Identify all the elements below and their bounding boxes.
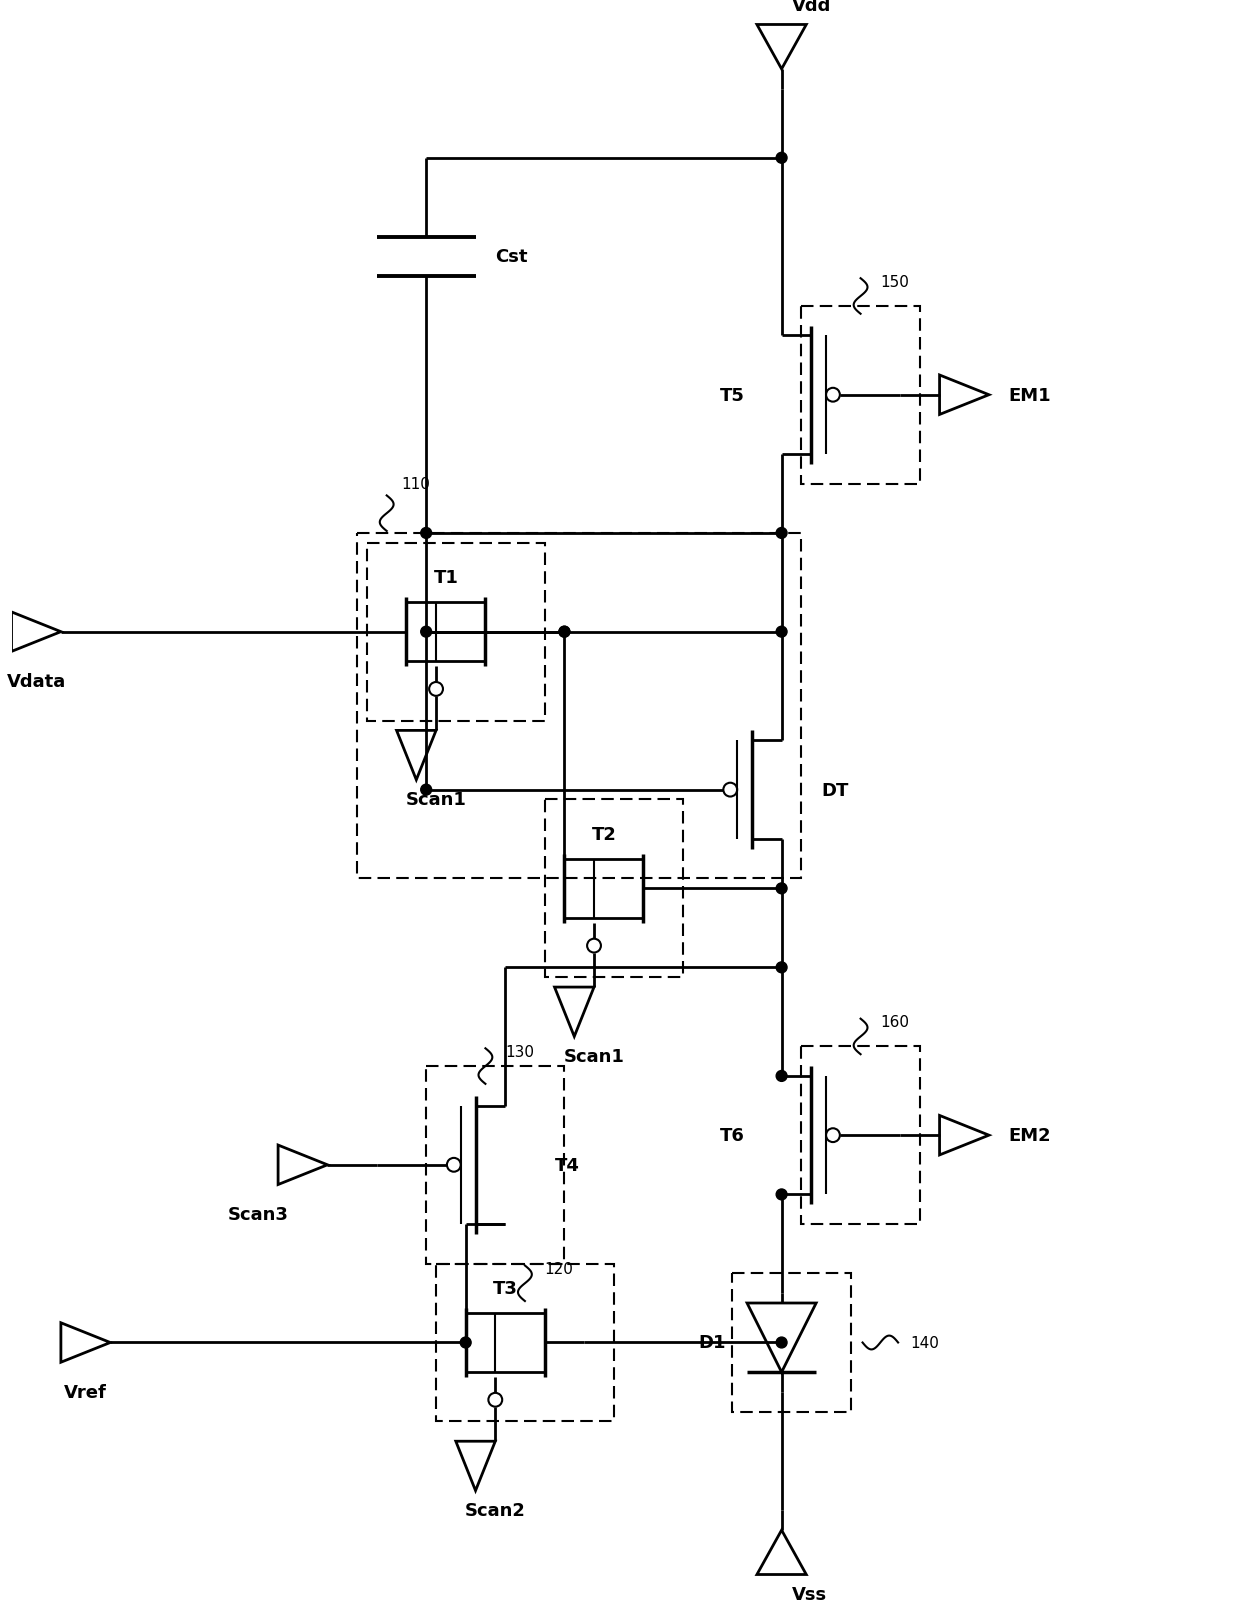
Text: 120: 120 — [544, 1261, 574, 1277]
Text: Cst: Cst — [495, 249, 528, 266]
Circle shape — [420, 626, 432, 638]
Circle shape — [776, 1070, 787, 1081]
Bar — [367, 544, 544, 721]
Circle shape — [776, 962, 787, 973]
Text: 110: 110 — [402, 476, 430, 492]
Bar — [436, 1264, 614, 1422]
Circle shape — [776, 153, 787, 165]
Text: Scan1: Scan1 — [564, 1047, 625, 1065]
Text: 140: 140 — [910, 1335, 939, 1351]
Text: Vref: Vref — [64, 1383, 107, 1401]
Text: Scan2: Scan2 — [465, 1501, 526, 1519]
Circle shape — [776, 626, 787, 638]
Text: EM2: EM2 — [1008, 1127, 1052, 1144]
Circle shape — [559, 626, 570, 638]
Bar — [801, 307, 920, 484]
Text: Scan3: Scan3 — [228, 1206, 289, 1223]
Bar — [733, 1273, 851, 1412]
Text: T4: T4 — [554, 1156, 579, 1173]
Bar — [427, 1067, 564, 1264]
Text: T1: T1 — [434, 570, 459, 587]
Circle shape — [776, 1338, 787, 1348]
Text: EM1: EM1 — [1008, 386, 1052, 405]
Text: T5: T5 — [719, 386, 745, 405]
Text: T2: T2 — [591, 825, 616, 844]
Circle shape — [776, 883, 787, 894]
Text: DT: DT — [821, 781, 848, 799]
Bar — [544, 801, 683, 978]
Text: 150: 150 — [880, 274, 909, 289]
Text: Scan1: Scan1 — [405, 791, 466, 809]
Circle shape — [559, 626, 570, 638]
Text: Vdd: Vdd — [791, 0, 831, 15]
Circle shape — [776, 1190, 787, 1201]
Text: Vdata: Vdata — [6, 673, 66, 691]
Text: T6: T6 — [719, 1127, 745, 1144]
Text: D1: D1 — [699, 1333, 727, 1351]
Text: 160: 160 — [880, 1015, 909, 1030]
Text: T3: T3 — [492, 1280, 517, 1298]
Circle shape — [420, 528, 432, 539]
Text: Vss: Vss — [791, 1585, 827, 1603]
Bar — [357, 534, 801, 880]
Bar — [801, 1046, 920, 1225]
Circle shape — [420, 784, 432, 796]
Text: 130: 130 — [505, 1044, 534, 1059]
Circle shape — [460, 1338, 471, 1348]
Circle shape — [776, 528, 787, 539]
